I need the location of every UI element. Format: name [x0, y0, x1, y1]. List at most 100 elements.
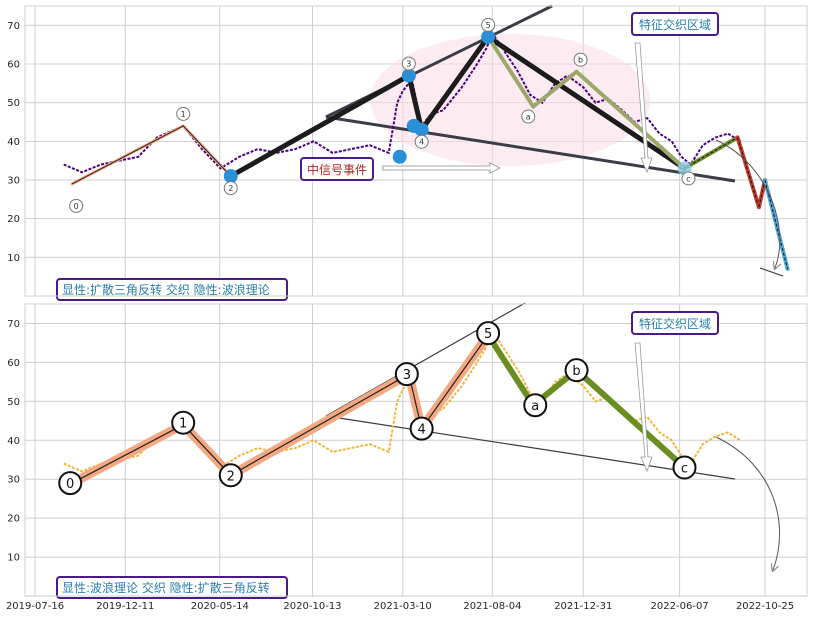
wave-label-ring	[681, 171, 696, 186]
top-panel: 10 20 30 40 50 60 70 0 1 2 3 4 5 a b c 中信号事件 特征交织区域 显性…	[7, 4, 808, 301]
wave-label-ring	[176, 106, 191, 121]
bottom-axes-frame	[24, 303, 808, 597]
signal-dot	[406, 118, 421, 133]
feature-zone-arrow-bottom	[634, 342, 653, 473]
wave-dot	[401, 68, 416, 83]
wave-label: 3	[406, 60, 411, 69]
wave-label-ring	[401, 56, 416, 71]
wave-label: c	[681, 462, 688, 477]
forecast-segment-dash	[737, 137, 760, 208]
x-tick-label: 2022-06-07	[651, 601, 709, 612]
wave-label-ring	[481, 17, 496, 32]
wave-label: a	[526, 113, 531, 122]
wave-label: 4	[418, 423, 426, 438]
highlight-ellipse	[370, 34, 650, 166]
y-tick-label: 60	[7, 60, 20, 71]
wave-label-ring	[564, 358, 589, 383]
correction-segment	[485, 332, 537, 409]
bottom-y-tick-labels: 10 20 30 40 50 60 70	[7, 319, 20, 564]
y-tick-label: 60	[7, 358, 20, 369]
y-tick-label: 30	[7, 176, 20, 187]
bottom-panel: 10 20 30 40 50 60 70 0 1 2 3 4 5 a b c 特征交织区域 显性:波浪理论 …	[7, 302, 808, 599]
wave-label: 2	[228, 184, 233, 193]
y-tick-label: 40	[7, 436, 20, 447]
top-wave-markers: 0 1 2 3 4 5 a b c	[69, 17, 696, 213]
wave-label: c	[686, 174, 690, 183]
wave-label: a	[531, 399, 539, 414]
price-line	[63, 30, 742, 174]
x-tick-label: 2022-10-25	[736, 601, 794, 612]
wave-label-ring	[409, 416, 434, 441]
bottom-wave-markers: 0 1 2 3 4 5 a b c	[58, 321, 697, 496]
wave-label-ring	[521, 109, 536, 124]
top-price-series	[63, 30, 742, 174]
feature-zone-label-bottom: 特征交织区域	[639, 316, 711, 331]
triangle-lower-line	[325, 115, 736, 183]
bottom-wave-paths	[67, 330, 688, 488]
x-tick-label: 2021-12-31	[554, 601, 612, 612]
wave-dot	[223, 169, 238, 184]
feature-zone-box-top	[631, 12, 719, 36]
wave-segment	[71, 424, 184, 484]
wave-label: 1	[181, 110, 186, 119]
top-y-tick-labels: 10 20 30 40 50 60 70	[7, 21, 20, 264]
wave-label-ring	[414, 134, 429, 149]
y-tick-label: 40	[7, 137, 20, 148]
correction-segment	[573, 367, 688, 471]
wave-label: b	[572, 364, 580, 379]
wave-label: 2	[227, 469, 235, 484]
signal-event-arrow	[382, 162, 501, 174]
impulse-segment	[228, 73, 412, 179]
top-forecast-path	[682, 135, 790, 271]
wave-label: 1	[179, 417, 187, 432]
wave-segment	[71, 125, 184, 185]
signal-event-label: 中信号事件	[307, 162, 367, 177]
y-tick-label: 20	[7, 214, 20, 225]
wave-label-ring	[672, 455, 697, 480]
wave-label-ring	[171, 410, 196, 435]
y-tick-label: 50	[7, 397, 20, 408]
wave-label: 3	[403, 368, 411, 383]
wave-segment	[182, 125, 232, 177]
wave-segment	[421, 334, 489, 430]
forecast-segment-dash	[764, 179, 789, 270]
wave-label-ring	[223, 181, 238, 196]
bottom-corner-label-box	[56, 576, 288, 599]
y-tick-label: 70	[7, 319, 20, 330]
x-tick-label: 2020-05-14	[191, 601, 249, 612]
x-tick-labels: 2019-07-16 2019-12-11 2020-05-14 2020-10-13…	[6, 601, 794, 612]
wave-label-ring	[394, 362, 419, 387]
wave-label-ring	[573, 52, 588, 67]
bottom-curved-arrow	[715, 436, 780, 570]
bottom-lower-line	[325, 415, 736, 480]
wave-dot	[481, 29, 496, 44]
top-grid	[25, 6, 807, 296]
wave-label-ring	[523, 393, 548, 418]
wave-label-ring	[476, 321, 501, 346]
y-tick-label: 20	[7, 514, 20, 525]
bottom-corner-label: 显性:波浪理论 交织 隐性:扩散三角反转	[62, 580, 270, 595]
wave-label-ring	[58, 471, 83, 496]
wave-label-ring	[218, 463, 243, 488]
curved-arrow	[715, 139, 780, 268]
wave-label: 5	[484, 327, 492, 342]
x-tick-label: 2021-03-10	[374, 601, 432, 612]
x-tick-label: 2020-10-13	[283, 601, 341, 612]
wave-label: 4	[419, 138, 424, 147]
y-tick-label: 70	[7, 21, 20, 32]
feature-zone-arrow-top	[634, 42, 653, 174]
wave-label-ring	[69, 198, 84, 213]
impulse-segment	[406, 73, 425, 133]
wave-label: 0	[66, 477, 74, 492]
impulse-segment	[419, 34, 491, 133]
x-tick-label: 2021-08-04	[463, 601, 521, 612]
wave-label: 5	[486, 21, 491, 30]
correction-segment	[531, 69, 579, 109]
wave-label: b	[578, 56, 583, 65]
correction-segment	[486, 34, 536, 109]
top-corner-label: 显性:扩散三角反转 交织 隐性:波浪理论	[62, 282, 270, 297]
impulse-segment	[485, 34, 687, 171]
wave-segment	[230, 373, 410, 476]
y-tick-label: 30	[7, 475, 20, 486]
